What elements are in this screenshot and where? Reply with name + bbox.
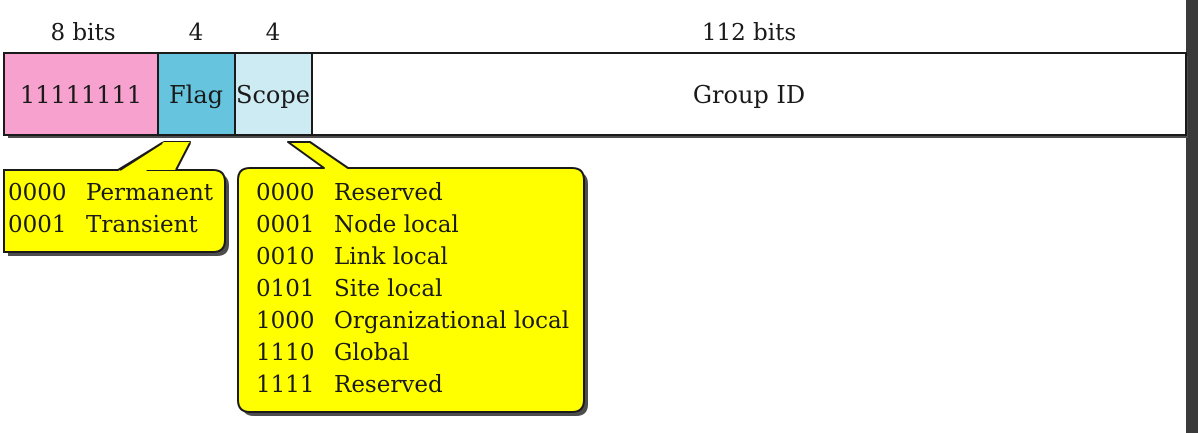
scope-code-0: 0000 xyxy=(256,180,315,206)
field-flag-label: Flag xyxy=(169,81,223,109)
scope-code-2: 0010 xyxy=(256,244,315,270)
flag-code-1: 0001 xyxy=(8,212,67,238)
scope-code-1: 0001 xyxy=(256,212,315,238)
field-prefix-box xyxy=(3,52,159,136)
field-scope-box xyxy=(234,52,313,136)
scope-meaning-1: Node local xyxy=(334,212,459,238)
scope-code-5: 1110 xyxy=(256,340,315,366)
field-group-id-box xyxy=(311,52,1187,136)
field-scope-label: Scope xyxy=(236,81,310,109)
flag-callout xyxy=(3,141,226,253)
scope-code-3: 0101 xyxy=(256,276,315,302)
flag-values-list: 0000 Permanent 0001 Transient xyxy=(8,180,214,238)
scope-callout xyxy=(237,141,585,413)
flag-meaning-1: Transient xyxy=(86,212,198,238)
scope-meaning-5: Global xyxy=(334,340,409,366)
scope-meaning-4: Organizational local xyxy=(334,308,569,334)
bit-width-scope: 4 xyxy=(266,20,281,46)
scope-code-6: 1111 xyxy=(256,372,315,398)
right-edge-strip xyxy=(1186,0,1198,433)
scope-code-4: 1000 xyxy=(256,308,315,334)
bit-width-flag: 4 xyxy=(189,20,204,46)
field-prefix-label: 11111111 xyxy=(20,81,142,109)
scope-values-list: 0000 Reserved 0001 Node local 0010 Link … xyxy=(256,180,569,398)
flag-callout-pointer-fill xyxy=(120,142,190,170)
field-group-id-label: Group ID xyxy=(693,81,805,109)
scope-meaning-0: Reserved xyxy=(334,180,443,206)
scope-meaning-2: Link local xyxy=(334,244,448,270)
flag-code-0: 0000 xyxy=(8,180,67,206)
flag-meaning-0: Permanent xyxy=(86,180,214,206)
flag-callout-pointer-edges xyxy=(119,142,191,171)
bit-width-prefix: 8 bits xyxy=(50,20,115,46)
bit-width-group-id: 112 bits xyxy=(702,20,796,46)
scope-meaning-6: Reserved xyxy=(334,372,443,398)
scope-meaning-3: Site local xyxy=(334,276,442,302)
